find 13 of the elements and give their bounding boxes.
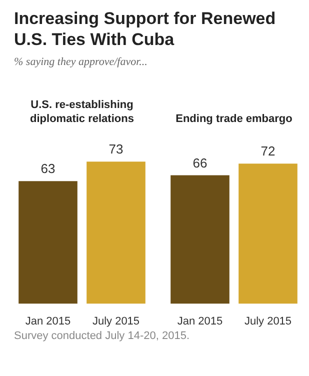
data-label: 63 xyxy=(40,161,56,176)
chart-title: U.S. re-establishing diplomatic relations xyxy=(29,98,135,126)
data-label: 73 xyxy=(108,142,124,157)
x-tick-label: Jan 2015 xyxy=(177,315,223,328)
text: % saying they approve/favor... xyxy=(14,56,148,68)
x-tick-label: July 2015 xyxy=(92,315,140,328)
x-tick-label: Jan 2015 xyxy=(25,315,71,328)
chart-title: Ending trade embargo xyxy=(174,112,294,126)
text: Survey conducted July 14-20, 2015. xyxy=(14,330,190,342)
data-label: 66 xyxy=(192,155,208,170)
text: Increasing Support for Renewed U.S. Ties With Cuba xyxy=(14,8,277,50)
data-label: 72 xyxy=(260,144,276,159)
x-tick-label: July 2015 xyxy=(244,315,292,328)
